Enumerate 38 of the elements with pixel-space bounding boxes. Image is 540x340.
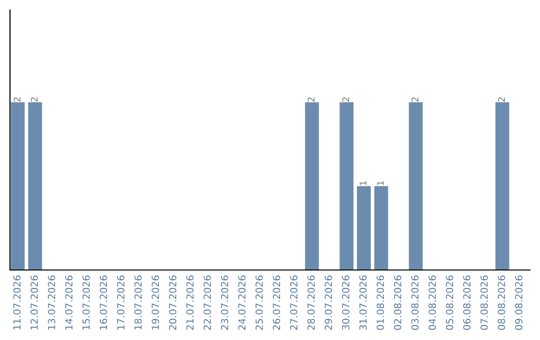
data-label: 2 (498, 97, 505, 102)
x-tick-label: 20.07.2026 (168, 275, 176, 330)
x-tick-label: 03.08.2026 (411, 275, 419, 330)
x-tick-label: 07.08.2026 (480, 275, 488, 330)
x-tick-label: 28.07.2026 (307, 275, 315, 330)
x-tick-label: 02.08.2026 (394, 275, 402, 330)
x-tick-label: 05.08.2026 (446, 275, 454, 330)
x-tick-label: 14.07.2026 (65, 275, 73, 330)
x-tick-label: 11.07.2026 (13, 275, 21, 330)
data-label: 1 (377, 181, 384, 186)
x-tick-label: 16.07.2026 (100, 275, 108, 330)
x-tick-label: 06.08.2026 (463, 275, 471, 330)
x-tick-label: 19.07.2026 (152, 275, 160, 330)
x-tick-label: 22.07.2026 (204, 275, 211, 330)
x-tick-label: 25.07.2026 (256, 275, 263, 330)
x-tick-label: 21.07.2026 (186, 275, 194, 330)
x-tick-label: 23.07.2026 (220, 275, 228, 330)
x-tick-label: 29.07.2026 (324, 275, 332, 330)
data-label: 2 (30, 97, 38, 102)
x-tick-label: 31.07.2026 (359, 275, 367, 330)
x-tick-label: 09.08.2026 (515, 275, 522, 330)
x-tick-label: 15.07.2026 (82, 275, 90, 330)
x-tick-label: 26.07.2026 (272, 275, 280, 330)
x-tick-label: 18.07.2026 (134, 275, 142, 330)
x-tick-label: 13.07.2026 (48, 275, 56, 330)
x-tick-label: 27.07.2026 (290, 275, 298, 330)
data-label: 2 (412, 97, 418, 102)
x-tick-label: 30.07.2026 (342, 275, 350, 330)
data-label: 2 (308, 97, 314, 102)
data-label: 1 (360, 181, 366, 186)
data-label: 2 (14, 97, 20, 102)
x-tick-label: 04.08.2026 (428, 275, 436, 330)
x-tick-label: 01.08.2026 (376, 275, 384, 330)
data-label: 2 (342, 97, 350, 102)
x-tick-label: 17.07.2026 (117, 275, 124, 330)
x-tick-label: 12.07.2026 (30, 275, 38, 330)
x-tick-label: 08.08.2026 (498, 275, 506, 330)
x-tick-label: 24.07.2026 (238, 275, 246, 330)
